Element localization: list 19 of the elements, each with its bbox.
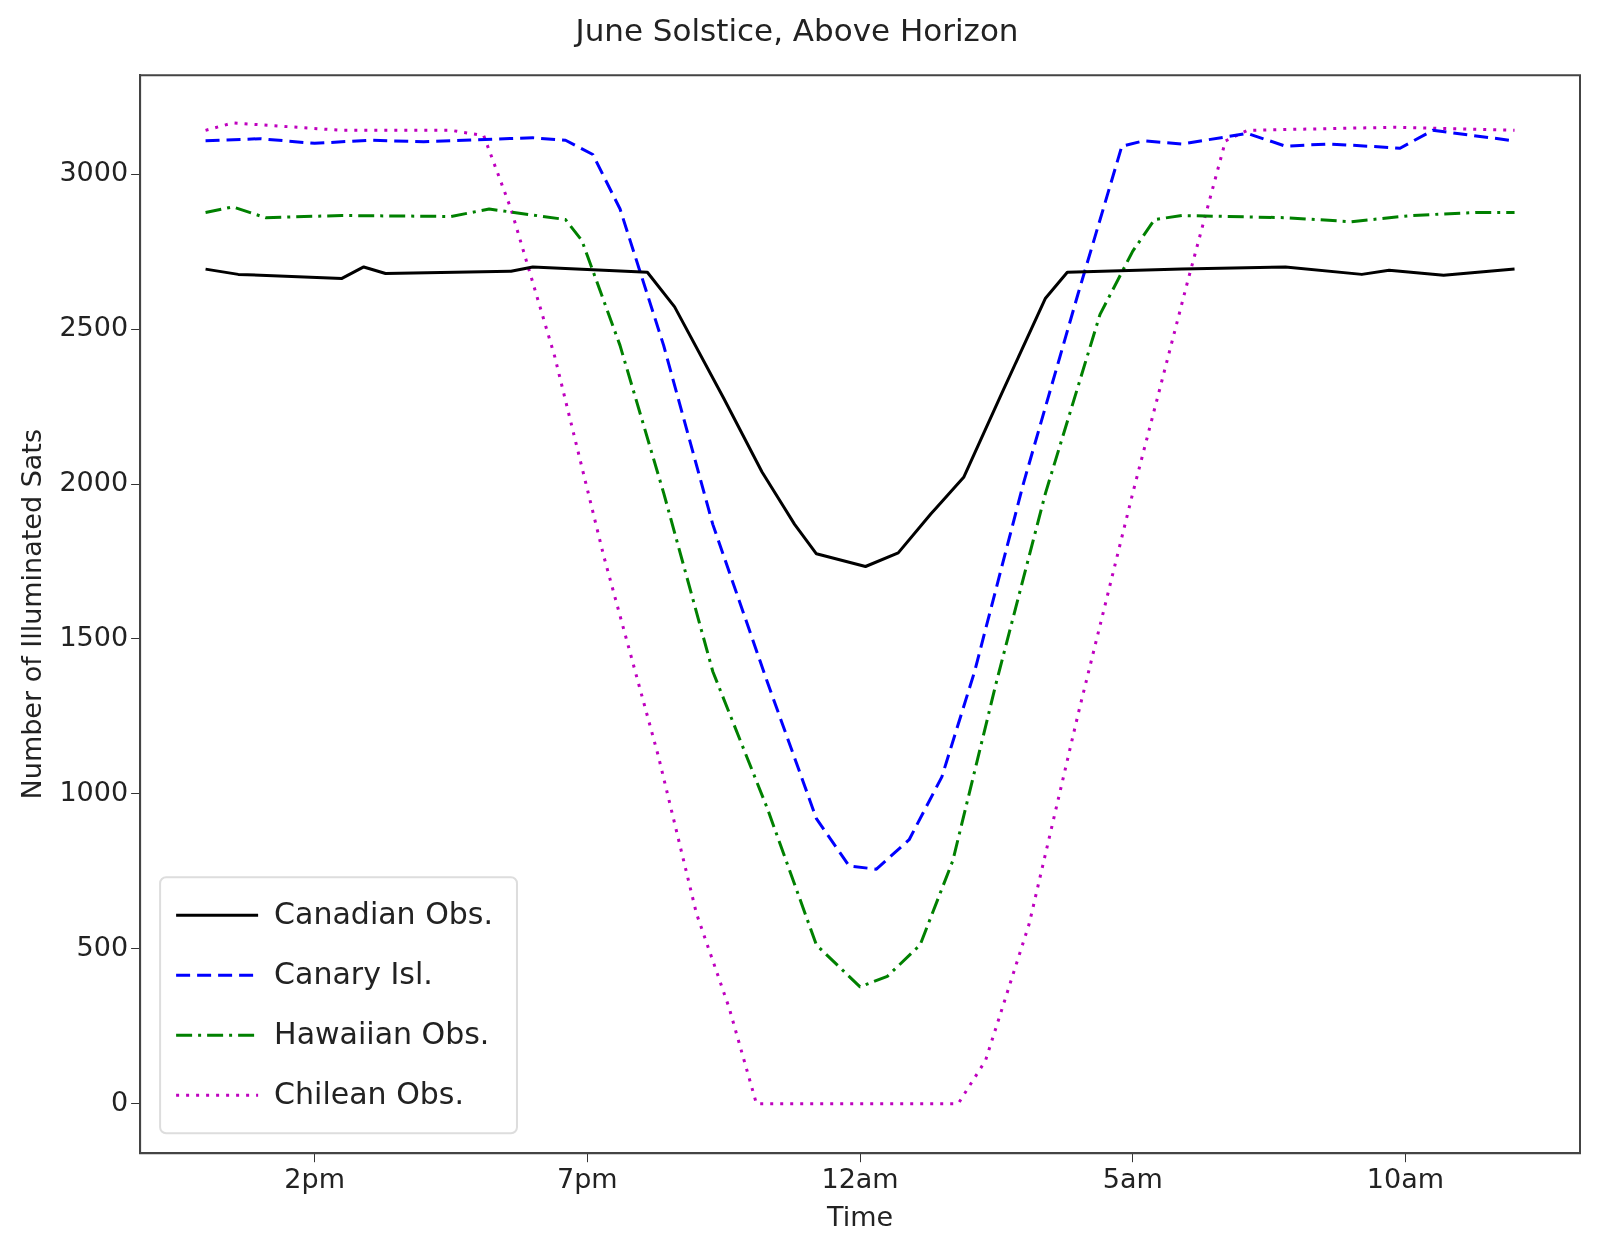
y-tick-label: 1500: [59, 621, 129, 652]
x-tick-label: 5am: [1102, 1163, 1163, 1195]
x-tick-label: 2pm: [284, 1163, 345, 1195]
x-axis-title: Time: [826, 1200, 894, 1232]
x-tick-label: 7pm: [557, 1163, 618, 1195]
y-tick-label: 1000: [59, 775, 129, 807]
y-tick-label: 2000: [59, 466, 129, 498]
y-tick-label: 500: [76, 930, 129, 962]
legend-label: Canadian Obs.: [274, 896, 493, 931]
legend-label: Canary Isl.: [274, 956, 433, 991]
legend-label: Hawaiian Obs.: [274, 1016, 490, 1051]
y-tick-label: 2500: [59, 311, 129, 343]
y-axis-title: Number of Illuminated Sats: [16, 428, 48, 800]
x-tick-label: 10am: [1366, 1163, 1445, 1195]
legend-label: Chilean Obs.: [274, 1076, 464, 1111]
y-tick-label: 0: [110, 1085, 129, 1117]
y-tick-label: 3000: [59, 156, 129, 188]
x-tick-label: 12am: [821, 1163, 899, 1195]
chart-title: June Solstice, Above Horizon: [573, 11, 1019, 48]
